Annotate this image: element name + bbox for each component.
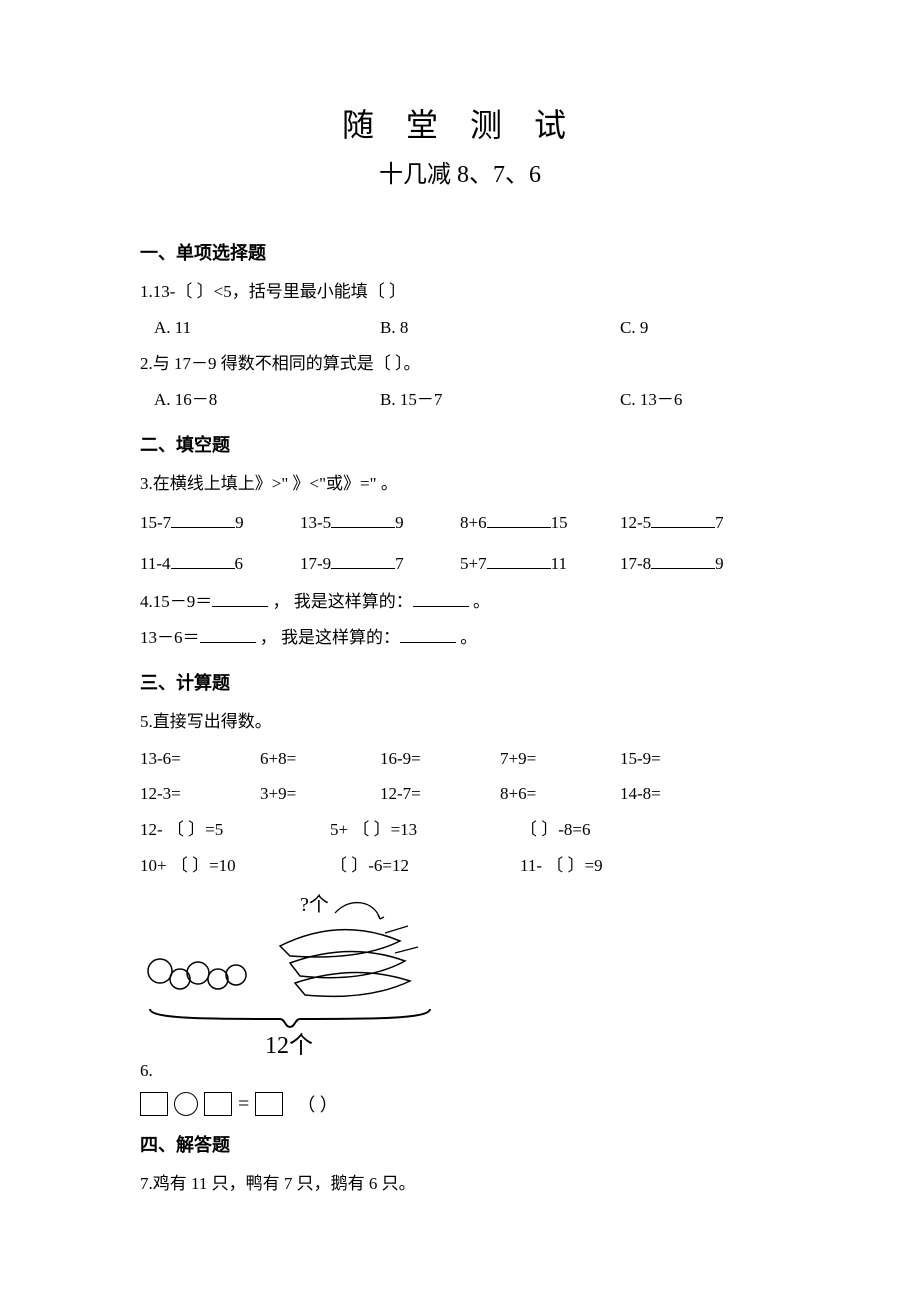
q6-svg: ?个 12个 (140, 891, 440, 1061)
q5-r2c5: 14-8= (620, 776, 740, 812)
blank (651, 511, 715, 528)
section-4-heading: 四、解答题 (140, 1131, 780, 1157)
q3-r2c4b: 9 (715, 554, 724, 573)
q5-r1c3: 16-9= (380, 741, 500, 777)
q5-r1c2: 6+8= (260, 741, 380, 777)
q4-l2b: ， 我是这样算的： (256, 628, 401, 647)
q4-l1a: 4.15－9＝ (140, 592, 212, 611)
q3-r1c2b: 9 (395, 513, 404, 532)
section-2-heading: 二、填空题 (140, 431, 780, 457)
q3-text: 3.在横线上填上》>" 》<"或》=" 。 (140, 467, 780, 501)
q4-l2a: 13－6＝ (140, 628, 200, 647)
q3-r2c4a: 17-8 (620, 554, 651, 573)
blank (331, 552, 395, 569)
q3-r2c2b: 7 (395, 554, 404, 573)
q5-r1c1: 13-6= (140, 741, 260, 777)
blank (212, 590, 268, 607)
eq-paren: （ ） (297, 1091, 338, 1117)
q5-r4c3: 11- 〔 〕=9 (520, 848, 710, 884)
q5-r1c4: 7+9= (500, 741, 620, 777)
q3-r1c1a: 15-7 (140, 513, 171, 532)
q2-option-b: B. 15－7 (380, 383, 620, 417)
q6-figure: ?个 12个 (140, 891, 780, 1061)
q3-r1c1b: 9 (235, 513, 244, 532)
page-title: 随 堂 测 试 (140, 100, 780, 146)
eq-equals: = (238, 1093, 249, 1116)
q2-option-c: C. 13－6 (620, 383, 780, 417)
q5-r3c2: 5+ 〔 〕=13 (330, 812, 520, 848)
q1-option-c: C. 9 (620, 311, 780, 345)
q5-r4c1: 10+ 〔 〕=10 (140, 848, 330, 884)
q5-row2: 12-3= 3+9= 12-7= 8+6= 14-8= (140, 776, 780, 812)
q3-r1c4b: 7 (715, 513, 724, 532)
q5-r1c5: 15-9= (620, 741, 740, 777)
q3-row2: 11-4 6 17-9 7 5+7 11 17-8 9 (140, 544, 780, 585)
q1-option-b: B. 8 (380, 311, 620, 345)
q5-row4: 10+ 〔 〕=10 〔 〕-6=12 11- 〔 〕=9 (140, 848, 780, 884)
q3-r2c1a: 11-4 (140, 554, 171, 573)
q5-r2c3: 12-7= (380, 776, 500, 812)
q3-r2c3b: 11 (551, 554, 567, 573)
q4-l2c: 。 (456, 628, 477, 647)
q5-r2c1: 12-3= (140, 776, 260, 812)
q3-r1c4a: 12-5 (620, 513, 651, 532)
q5-r2c2: 3+9= (260, 776, 380, 812)
q3-r2c1b: 6 (235, 554, 244, 573)
q5-row3: 12- 〔 〕=5 5+ 〔 〕=13 〔 〕-8=6 (140, 812, 780, 848)
blank (331, 511, 395, 528)
blank (400, 626, 456, 643)
q3-r2c2a: 17-9 (300, 554, 331, 573)
q3-r2c3a: 5+7 (460, 554, 487, 573)
q4-line2: 13－6＝ ， 我是这样算的： 。 (140, 621, 780, 655)
blank (413, 590, 469, 607)
q2-options: A. 16－8 B. 15－7 C. 13－6 (140, 383, 780, 417)
q2-text: 2.与 17－9 得数不相同的算式是〔 〕。 (140, 347, 780, 381)
section-1-heading: 一、单项选择题 (140, 239, 780, 265)
q2-option-a: A. 16－8 (140, 383, 380, 417)
q6-top-label: ?个 (300, 893, 329, 916)
q3-r1c2a: 13-5 (300, 513, 331, 532)
blank (171, 552, 235, 569)
eq-circle (174, 1092, 198, 1116)
blank (487, 511, 551, 528)
blank (200, 626, 256, 643)
blank (171, 511, 235, 528)
q5-r3c1: 12- 〔 〕=5 (140, 812, 330, 848)
q6-total-label: 12个 (265, 1032, 313, 1059)
q5-row1: 13-6= 6+8= 16-9= 7+9= 15-9= (140, 741, 780, 777)
eq-box (204, 1092, 232, 1116)
section-3-heading: 三、计算题 (140, 669, 780, 695)
q6-label: 6. (140, 1061, 153, 1081)
q4-line1: 4.15－9＝ ， 我是这样算的： 。 (140, 585, 780, 619)
q3-row1: 15-7 9 13-5 9 8+6 15 12-5 7 (140, 503, 780, 544)
q5-text: 5.直接写出得数。 (140, 705, 780, 739)
eq-box (140, 1092, 168, 1116)
page-subtitle: 十几减 8、7、6 (140, 154, 780, 189)
q5-r4c2: 〔 〕-6=12 (330, 848, 520, 884)
q1-text: 1.13-〔 〕<5，括号里最小能填〔 〕 (140, 275, 780, 309)
q7-text: 7.鸡有 11 只，鸭有 7 只，鹅有 6 只。 (140, 1167, 780, 1201)
q5-r2c4: 8+6= (500, 776, 620, 812)
q1-option-a: A. 11 (140, 311, 380, 345)
q5-r3c3: 〔 〕-8=6 (520, 812, 710, 848)
q1-options: A. 11 B. 8 C. 9 (140, 311, 780, 345)
blank (487, 552, 551, 569)
q3-r1c3a: 8+6 (460, 513, 487, 532)
blank (651, 552, 715, 569)
q4-l1c: 。 (469, 592, 490, 611)
q3-r1c3b: 15 (551, 513, 568, 532)
q6-equation: = （ ） (140, 1091, 780, 1117)
eq-box (255, 1092, 283, 1116)
q4-l1b: ， 我是这样算的： (268, 592, 413, 611)
